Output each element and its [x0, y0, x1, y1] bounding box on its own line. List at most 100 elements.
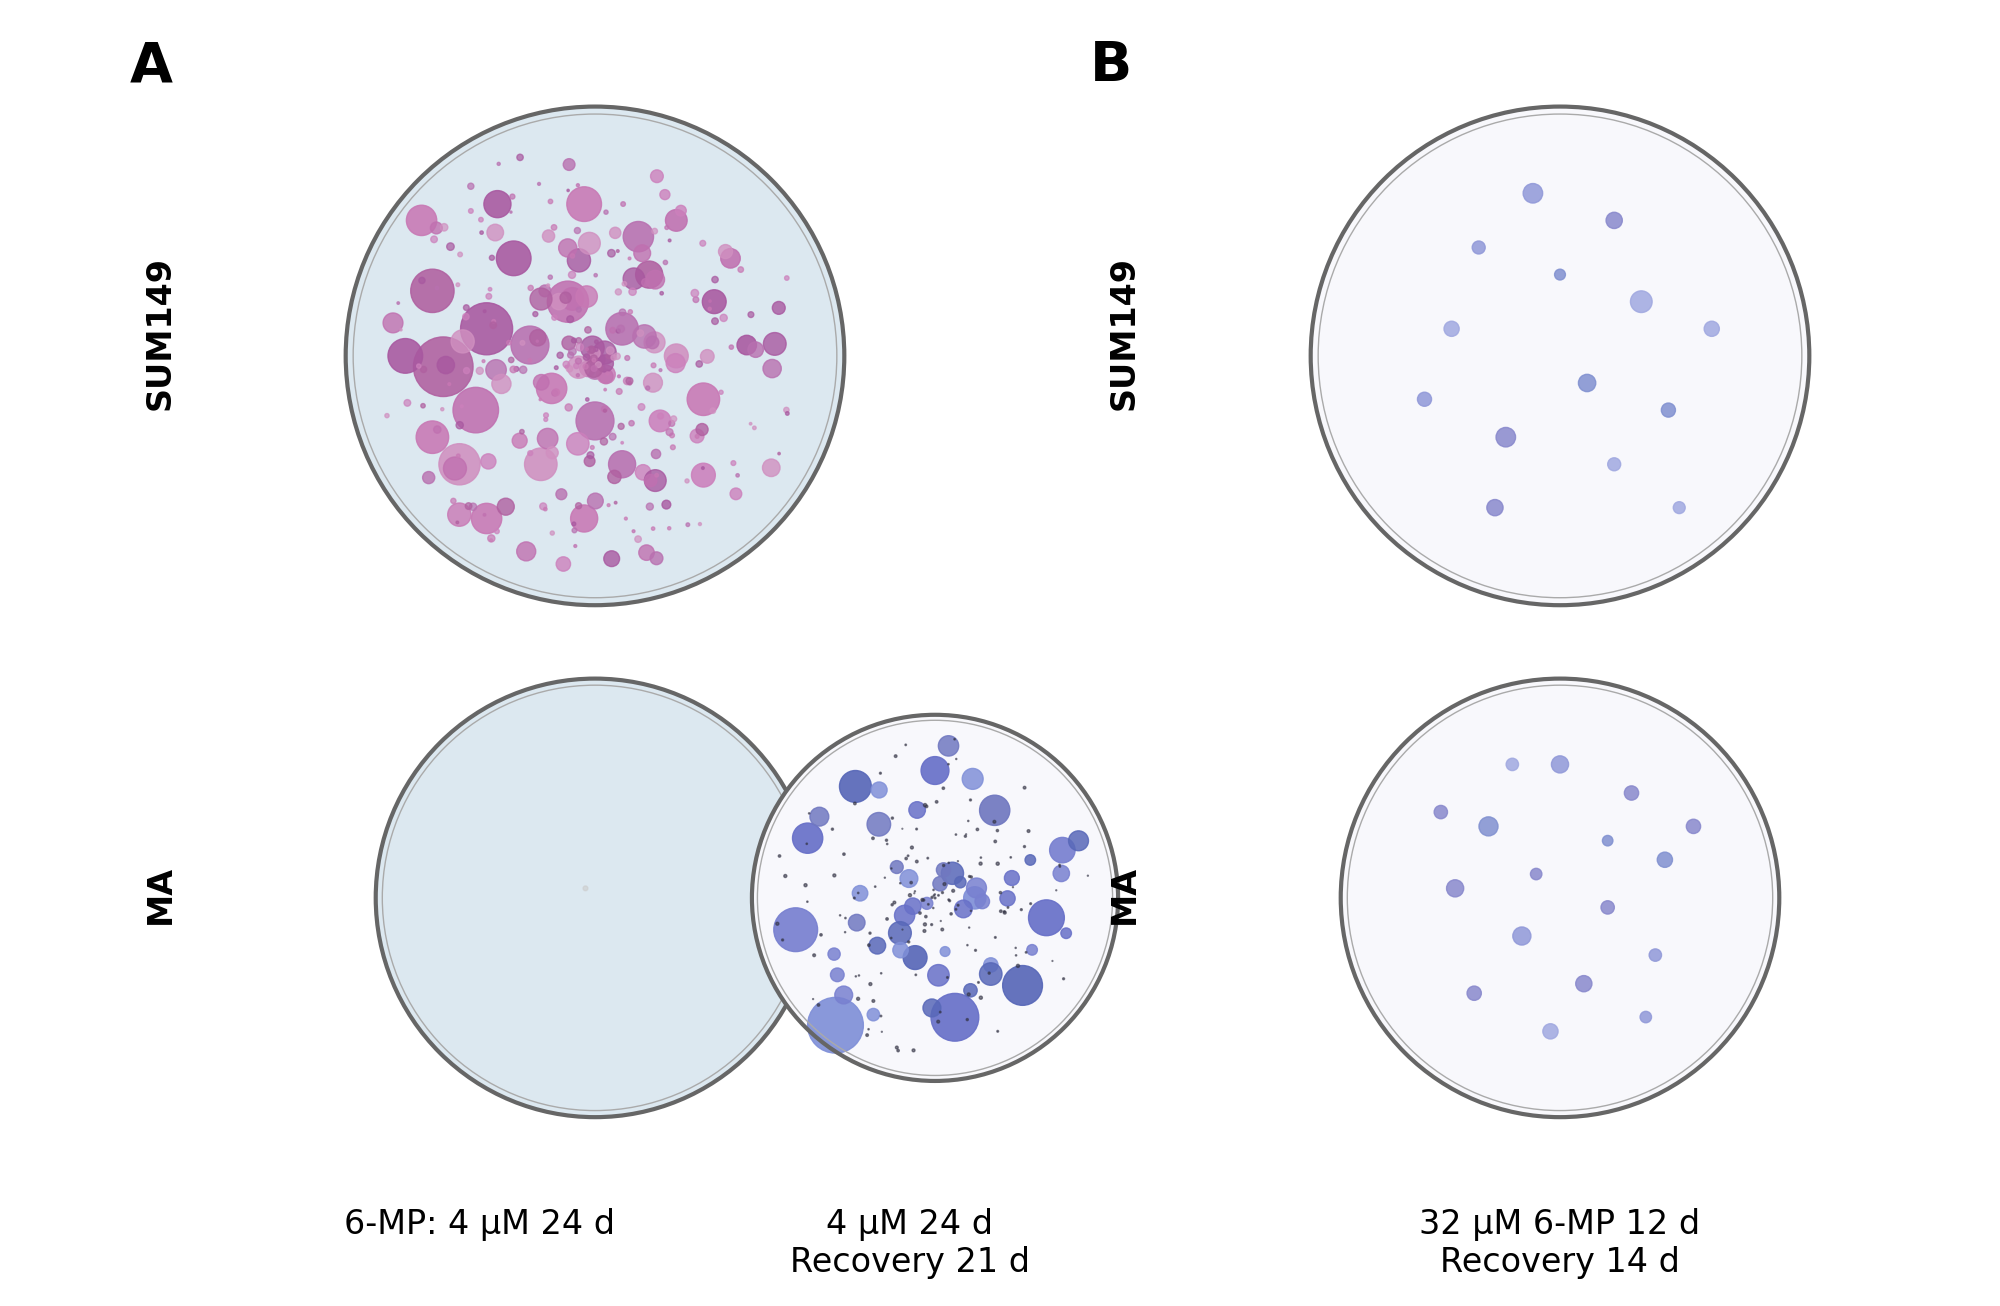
Circle shape: [808, 998, 864, 1053]
Circle shape: [566, 187, 602, 222]
Circle shape: [538, 285, 550, 296]
Circle shape: [778, 855, 780, 857]
Circle shape: [738, 266, 744, 273]
Circle shape: [510, 366, 516, 372]
Circle shape: [574, 227, 580, 234]
Circle shape: [762, 458, 780, 477]
Circle shape: [980, 963, 1002, 985]
Circle shape: [588, 494, 604, 509]
Circle shape: [628, 421, 634, 426]
Circle shape: [872, 782, 888, 798]
Circle shape: [930, 896, 934, 899]
Circle shape: [564, 362, 570, 367]
Circle shape: [470, 503, 476, 511]
Circle shape: [900, 870, 918, 888]
Circle shape: [936, 801, 938, 803]
Circle shape: [564, 366, 568, 368]
Circle shape: [614, 353, 620, 359]
Circle shape: [832, 874, 836, 876]
Circle shape: [538, 183, 540, 185]
Circle shape: [980, 862, 982, 865]
Circle shape: [590, 355, 598, 362]
Circle shape: [720, 248, 740, 268]
Circle shape: [646, 503, 654, 511]
Circle shape: [576, 338, 582, 343]
Circle shape: [530, 329, 546, 346]
Circle shape: [652, 229, 658, 234]
Circle shape: [994, 840, 996, 842]
Circle shape: [872, 999, 874, 1002]
Circle shape: [576, 503, 582, 509]
Circle shape: [996, 862, 1000, 866]
Circle shape: [1002, 965, 1042, 1006]
Circle shape: [616, 329, 620, 333]
Circle shape: [712, 317, 718, 324]
Circle shape: [508, 358, 514, 363]
Circle shape: [608, 249, 616, 257]
Circle shape: [604, 409, 606, 413]
Circle shape: [346, 107, 844, 605]
Circle shape: [498, 498, 514, 515]
Circle shape: [594, 341, 616, 364]
Circle shape: [762, 359, 782, 377]
Circle shape: [952, 889, 954, 892]
Circle shape: [932, 994, 978, 1041]
Circle shape: [516, 154, 524, 161]
Circle shape: [686, 522, 690, 526]
Circle shape: [510, 212, 512, 213]
Circle shape: [932, 876, 948, 891]
Circle shape: [696, 423, 708, 435]
Circle shape: [548, 200, 552, 204]
Circle shape: [488, 287, 492, 291]
Circle shape: [776, 922, 778, 925]
Circle shape: [668, 239, 672, 242]
Circle shape: [596, 362, 602, 367]
Circle shape: [730, 345, 734, 349]
Circle shape: [702, 466, 704, 469]
Circle shape: [924, 930, 926, 932]
Circle shape: [480, 231, 484, 234]
Circle shape: [750, 422, 752, 424]
Circle shape: [584, 360, 602, 377]
Circle shape: [438, 357, 454, 374]
Circle shape: [696, 360, 702, 367]
Circle shape: [576, 307, 582, 312]
Circle shape: [628, 310, 632, 313]
Circle shape: [570, 253, 574, 259]
Circle shape: [602, 406, 608, 411]
Circle shape: [588, 346, 594, 354]
Circle shape: [922, 899, 924, 901]
Circle shape: [1026, 944, 1038, 955]
Circle shape: [730, 461, 736, 465]
Circle shape: [546, 447, 558, 458]
Text: MA: MA: [1108, 865, 1140, 925]
Circle shape: [752, 714, 1118, 1081]
Circle shape: [420, 404, 426, 407]
Circle shape: [492, 375, 512, 393]
Circle shape: [1576, 976, 1592, 991]
Text: 4 μM 24 d
Recovery 21 d: 4 μM 24 d Recovery 21 d: [790, 1208, 1030, 1280]
Circle shape: [634, 535, 642, 542]
Text: 6-MP: 4 μM 24 d: 6-MP: 4 μM 24 d: [344, 1208, 616, 1241]
Circle shape: [450, 499, 456, 504]
Circle shape: [644, 374, 662, 392]
Circle shape: [1000, 910, 1002, 913]
Circle shape: [658, 413, 664, 419]
Circle shape: [1524, 184, 1542, 202]
Circle shape: [1608, 458, 1620, 470]
Circle shape: [708, 300, 712, 302]
Circle shape: [812, 953, 816, 956]
Circle shape: [466, 503, 472, 509]
Circle shape: [588, 452, 594, 458]
Circle shape: [1060, 929, 1072, 939]
Circle shape: [1624, 786, 1638, 801]
Circle shape: [922, 756, 948, 785]
Circle shape: [910, 882, 912, 884]
Circle shape: [1028, 900, 1064, 935]
Circle shape: [414, 337, 474, 397]
Circle shape: [456, 454, 460, 457]
Circle shape: [938, 735, 958, 756]
Circle shape: [764, 333, 786, 355]
Circle shape: [670, 445, 676, 449]
Circle shape: [892, 818, 894, 819]
